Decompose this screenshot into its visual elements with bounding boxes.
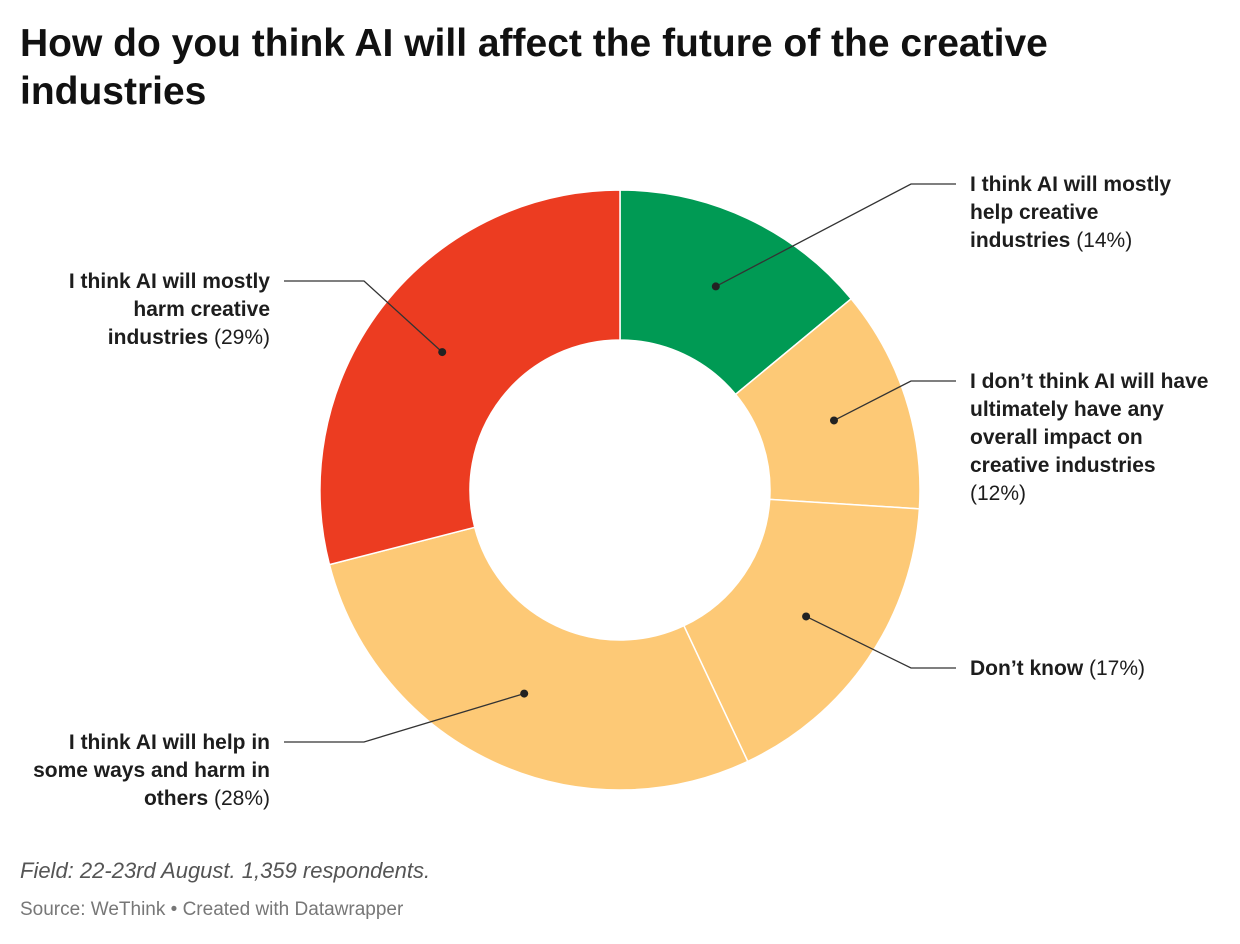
donut-slice	[682, 498, 921, 763]
leader-lines	[284, 183, 956, 743]
leader-line	[715, 183, 956, 287]
leader-line	[833, 380, 956, 422]
slice-label: I don’t think AI will have ultimately hav…	[970, 370, 1208, 505]
slice-labels: I think AI will mostly help creative indus…	[33, 173, 1208, 810]
leader-line	[805, 615, 956, 669]
leader-dot	[711, 282, 720, 291]
slice-label: Don’t know (17%)	[970, 657, 1145, 680]
slice-label: I think AI will mostly help creative indus…	[970, 173, 1171, 252]
chart-title: How do you think AI will affect the futu…	[20, 22, 1048, 113]
leader-line	[284, 692, 525, 743]
leader-dot	[520, 689, 529, 698]
donut-slice	[328, 526, 749, 791]
donut-slice	[619, 189, 853, 396]
leader-dot	[802, 612, 811, 621]
slice-label: I think AI will mostly harm creative indus…	[69, 270, 270, 349]
donut-chart: I think AI will mostly help creative indus…	[33, 173, 1208, 810]
chart-source: Source: WeThink • Created with Datawrapp…	[20, 899, 404, 920]
leader-dot	[438, 348, 447, 357]
leader-dot	[829, 416, 838, 425]
leader-line	[284, 280, 443, 353]
slice-label: I think AI will help in some ways and har…	[33, 731, 270, 810]
donut-slices	[319, 189, 921, 791]
chart-notes: Field: 22-23rd August. 1,359 respondents…	[20, 858, 431, 883]
donut-slice	[319, 189, 621, 566]
